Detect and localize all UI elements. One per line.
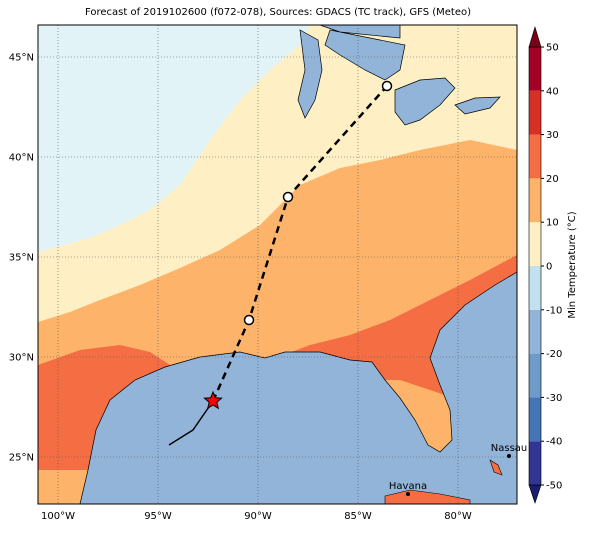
colorbar-tick-label: 40 (546, 86, 559, 97)
colorbar-band (529, 134, 541, 179)
ocean (79, 271, 517, 504)
x-tick-label: 90°W (244, 511, 272, 522)
forecast-track (211, 85, 388, 402)
colorbar-tick-label: 0 (546, 262, 552, 273)
map-field (38, 25, 517, 504)
colorbar-tick-label: -40 (546, 437, 562, 448)
colorbar-tick-label: -10 (546, 305, 562, 316)
colorbar-band (529, 222, 541, 266)
storm-position (282, 191, 294, 203)
hot-region (38, 345, 170, 470)
y-tick-label: 35°N (9, 253, 34, 264)
colorbar-tick-label: -20 (546, 349, 562, 360)
cold-region (38, 25, 310, 252)
x-tick-label: 95°W (144, 511, 172, 522)
place-label: Havana (389, 481, 427, 492)
colorbar-band (529, 266, 541, 310)
x-tick-label: 80°W (444, 511, 472, 522)
colorbar-band (529, 178, 541, 223)
colorbar-tick-label: 30 (546, 130, 559, 141)
y-tick-label: 30°N (9, 353, 34, 364)
y-tick-label: 40°N (9, 153, 34, 164)
x-tick-label: 85°W (344, 511, 372, 522)
colorbar-label: Min Temperature (°C) (567, 211, 578, 318)
colorbar-tick-label: 50 (546, 43, 559, 54)
map-frame (37, 24, 518, 505)
x-tick-label: 100°W (41, 511, 75, 522)
storm-position (381, 80, 393, 92)
colorbar-under (528, 484, 542, 504)
colorbar-tick-label: -50 (546, 481, 562, 492)
place-label: Nassau (491, 443, 528, 454)
colorbar-band (529, 441, 541, 485)
great-lakes (297, 25, 501, 126)
bahamas (489, 459, 503, 476)
colorbar-band (529, 353, 541, 398)
colorbar-band (529, 397, 541, 442)
y-tick-label: 25°N (9, 453, 34, 464)
map-title: Forecast of 2019102600 (f072-078), Sourc… (85, 7, 471, 18)
storm-position (243, 314, 255, 326)
colorbar-over (528, 25, 542, 48)
past-track (168, 400, 214, 446)
place-marker (406, 492, 410, 496)
colorbar-band (529, 90, 541, 135)
storm-position (203, 390, 223, 410)
colorbar-tick-label: -30 (546, 393, 562, 404)
colorbar-tick-label: 10 (546, 218, 559, 229)
colorbar-band (529, 309, 541, 354)
place-marker (507, 454, 511, 458)
y-tick-label: 45°N (9, 53, 34, 64)
colorbar-band (529, 47, 541, 91)
colorbar-tick-label: 20 (546, 174, 559, 185)
